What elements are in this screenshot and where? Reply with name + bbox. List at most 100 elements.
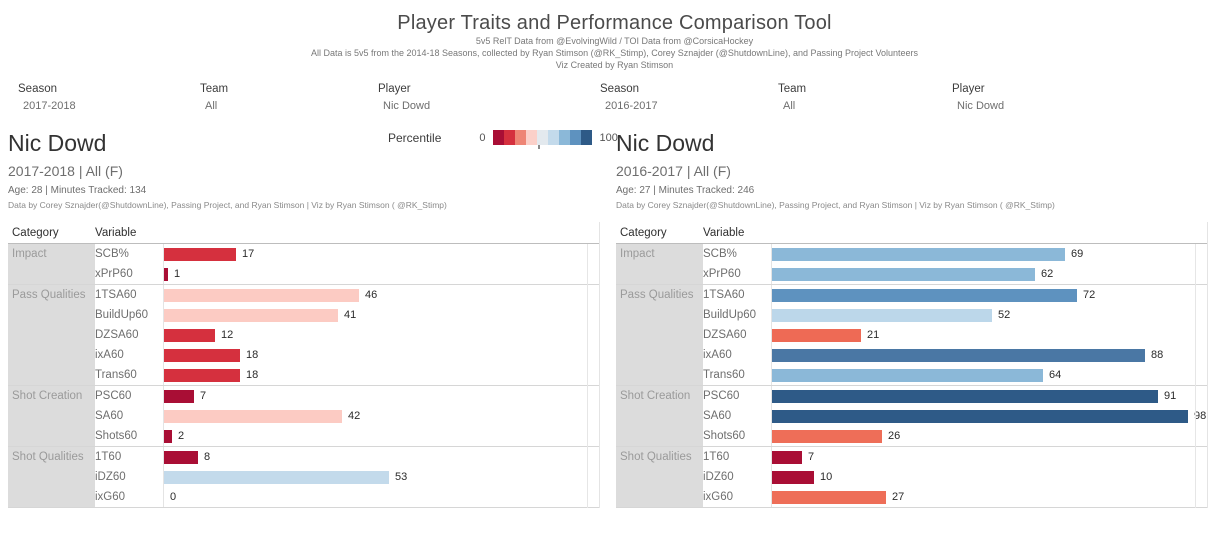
column-header-variable: Variable xyxy=(703,226,745,239)
percentile-bar[interactable] xyxy=(164,308,338,322)
gridline-100 xyxy=(587,244,588,508)
group-rows: PSC60 7 SA60 42 Shots60 2 xyxy=(95,386,599,446)
percentile-bar[interactable] xyxy=(772,470,814,484)
variable-label: BuildUp60 xyxy=(95,309,149,321)
percentile-bar[interactable] xyxy=(772,328,861,342)
bar-zone: 17 xyxy=(163,244,599,264)
bar-value-label: 69 xyxy=(1071,248,1084,260)
variable-label: 1TSA60 xyxy=(703,289,745,301)
variable-label: 1T60 xyxy=(95,451,122,463)
table-header-row: Category Variable xyxy=(616,222,1207,244)
filter-player-right: Player Nic Dowd xyxy=(952,83,1122,112)
category-group: Pass Qualities 1TSA60 46 BuildUp60 41 DZSA60 1… xyxy=(8,285,599,386)
percentile-bar[interactable] xyxy=(772,368,1043,382)
table-row: SCB% 17 xyxy=(95,244,599,264)
bar-value-label: 2 xyxy=(178,430,185,442)
filter-season-left: Season 2017-2018 xyxy=(18,83,188,112)
percentile-bar[interactable] xyxy=(772,348,1145,362)
filter-value-dropdown[interactable]: Nic Dowd xyxy=(383,100,431,112)
table-row: BuildUp60 52 xyxy=(703,305,1207,325)
group-rows: 1T60 8 iDZ60 53 ixG60 0 xyxy=(95,447,599,507)
category-label: Impact xyxy=(616,244,703,284)
bar-value-label: 18 xyxy=(246,369,259,381)
table-row: Trans60 18 xyxy=(95,365,599,385)
table-row: xPrP60 1 xyxy=(95,264,599,284)
bar-value-label: 12 xyxy=(221,329,234,341)
table-row: Trans60 64 xyxy=(703,365,1207,385)
filter-label: Season xyxy=(600,83,640,95)
bar-value-label: 10 xyxy=(820,471,833,483)
filter-label: Team xyxy=(200,83,229,95)
table-row: DZSA60 12 xyxy=(95,325,599,345)
table-row: 1T60 8 xyxy=(95,447,599,467)
season-subtitle: 2017-2018 | All (F) xyxy=(8,163,123,179)
variable-label: BuildUp60 xyxy=(703,309,757,321)
category-label: Shot Qualities xyxy=(8,447,95,507)
subtitle-line-1: 5v5 RelT Data from @EvolvingWild / TOI D… xyxy=(475,36,754,46)
group-rows: SCB% 17 xPrP60 1 xyxy=(95,244,599,284)
legend-max-value: 100 xyxy=(599,131,618,144)
bar-zone: 26 xyxy=(771,426,1207,446)
percentile-bar[interactable] xyxy=(772,409,1188,423)
variable-label: ixG60 xyxy=(703,491,734,503)
percentile-bar[interactable] xyxy=(772,490,886,504)
column-header-category: Category xyxy=(620,226,667,239)
category-label: Shot Creation xyxy=(616,386,703,446)
percentile-bar[interactable] xyxy=(772,247,1065,261)
percentile-bar[interactable] xyxy=(164,409,342,423)
percentile-bar[interactable] xyxy=(164,348,240,362)
bar-zone: 41 xyxy=(163,305,599,325)
percentile-bar[interactable] xyxy=(164,389,194,403)
title-block: Player Traits and Performance Comparison… xyxy=(0,12,1229,71)
percentile-bar[interactable] xyxy=(164,288,359,302)
variable-label: SA60 xyxy=(95,410,124,422)
filter-value-dropdown[interactable]: Nic Dowd xyxy=(957,100,1005,112)
category-group: Shot Qualities 1T60 7 iDZ60 10 ixG60 27 xyxy=(616,447,1207,508)
table-header-row: Category Variable xyxy=(8,222,599,244)
variable-label: ixG60 xyxy=(95,491,126,503)
percentile-bar[interactable] xyxy=(164,450,198,464)
ramp-segment xyxy=(548,130,560,145)
traits-table: Category Variable Impact SCB% 69 xPrP60 62 Pass… xyxy=(616,222,1208,508)
filter-value-dropdown[interactable]: 2016-2017 xyxy=(605,100,658,112)
percentile-bar[interactable] xyxy=(164,267,168,281)
filter-value-dropdown[interactable]: 2017-2018 xyxy=(23,100,76,112)
percentile-bar[interactable] xyxy=(772,288,1077,302)
bar-zone: 8 xyxy=(163,447,599,467)
variable-label: DZSA60 xyxy=(703,329,747,341)
percentile-bar[interactable] xyxy=(164,368,240,382)
legend-tick xyxy=(537,145,540,149)
percentile-bar[interactable] xyxy=(772,389,1158,403)
player-name: Nic Dowd xyxy=(8,130,107,156)
group-rows: 1T60 7 iDZ60 10 ixG60 27 xyxy=(703,447,1207,507)
bar-value-label: 62 xyxy=(1041,268,1054,280)
variable-label: DZSA60 xyxy=(95,329,139,341)
percentile-bar[interactable] xyxy=(164,247,236,261)
variable-label: 1T60 xyxy=(703,451,730,463)
percentile-bar[interactable] xyxy=(772,450,802,464)
percentile-bar[interactable] xyxy=(772,267,1035,281)
ramp-segment xyxy=(581,130,593,145)
traits-table: Category Variable Impact SCB% 17 xPrP60 1 Pass … xyxy=(8,222,600,508)
player-panel-right: Nic Dowd 2016-2017 | All (F) Age: 27 | Min… xyxy=(616,130,1210,508)
percentile-bar[interactable] xyxy=(772,308,992,322)
table-row: ixA60 18 xyxy=(95,345,599,365)
percentile-bar[interactable] xyxy=(164,470,389,484)
bar-value-label: 72 xyxy=(1083,289,1096,301)
percentile-bar[interactable] xyxy=(164,328,215,342)
ramp-segment xyxy=(492,130,504,145)
filter-value-dropdown[interactable]: All xyxy=(783,100,796,112)
percentile-bar[interactable] xyxy=(772,429,882,443)
bar-zone: 91 xyxy=(771,386,1207,406)
filter-team-left: Team All xyxy=(200,83,370,112)
category-group: Pass Qualities 1TSA60 72 BuildUp60 52 DZSA60 2… xyxy=(616,285,1207,386)
group-rows: PSC60 91 SA60 98 Shots60 26 xyxy=(703,386,1207,446)
gridline-100 xyxy=(1195,244,1196,508)
percentile-bar[interactable] xyxy=(164,429,172,443)
bar-value-label: 98 xyxy=(1194,410,1207,422)
bar-value-label: 52 xyxy=(998,309,1011,321)
variable-label: PSC60 xyxy=(703,390,740,402)
table-row: Shots60 2 xyxy=(95,426,599,446)
bar-zone: 1 xyxy=(163,264,599,284)
filter-value-dropdown[interactable]: All xyxy=(205,100,218,112)
